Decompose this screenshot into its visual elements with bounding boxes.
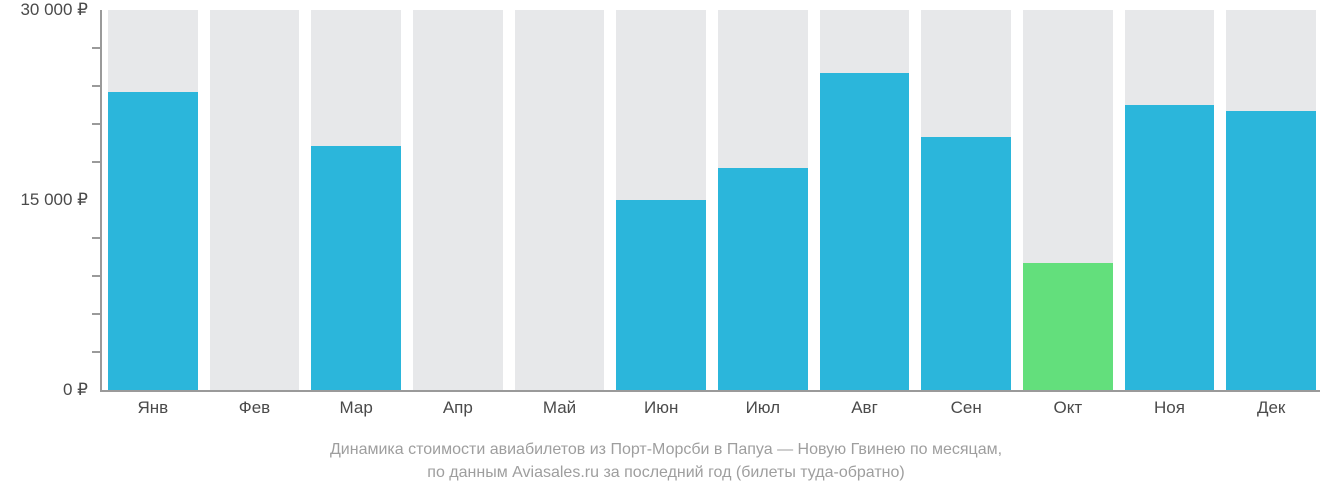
x-axis-label: Окт: [1054, 398, 1083, 418]
y-minor-tick: [92, 85, 100, 87]
x-axis-label: Июн: [644, 398, 678, 418]
x-axis-labels: Янв Фев Мар Апр Май Июн Июл Авг Сен Окт Ноя Дек: [100, 398, 1320, 428]
y-axis-label: 15 000 ₽: [20, 190, 88, 210]
x-axis-label: Мар: [340, 398, 373, 418]
bar-slot: [921, 10, 1011, 390]
bar: [311, 146, 401, 390]
y-minor-tick: [92, 47, 100, 49]
bar-slot: [616, 10, 706, 390]
y-axis-label: 30 000 ₽: [20, 0, 88, 20]
bar: [108, 92, 198, 390]
y-minor-tick: [92, 161, 100, 163]
bar-background: [515, 10, 605, 390]
bar-slot: [820, 10, 910, 390]
x-axis-label: Дек: [1257, 398, 1285, 418]
caption-line-2: по данным Aviasales.ru за последний год …: [427, 464, 904, 481]
bar: [1023, 263, 1113, 390]
bar-slot: [1226, 10, 1316, 390]
y-minor-tick: [92, 123, 100, 125]
x-axis-label: Ноя: [1154, 398, 1185, 418]
x-axis-label: Сен: [951, 398, 982, 418]
x-axis-line: [100, 390, 1320, 392]
bar-slot: [108, 10, 198, 390]
y-axis: 0 ₽15 000 ₽30 000 ₽: [0, 10, 100, 390]
bar-slot: [413, 10, 503, 390]
bar: [820, 73, 910, 390]
plot-area: [100, 10, 1320, 390]
bar: [1226, 111, 1316, 390]
x-axis-label: Янв: [137, 398, 168, 418]
bar-background: [413, 10, 503, 390]
bar-slot: [210, 10, 300, 390]
y-minor-tick: [92, 351, 100, 353]
bar-slot: [515, 10, 605, 390]
y-minor-tick: [92, 313, 100, 315]
y-axis-label: 0 ₽: [63, 380, 88, 400]
bar: [1125, 105, 1215, 390]
bar-slot: [1023, 10, 1113, 390]
bars-container: [100, 10, 1320, 390]
chart-caption: Динамика стоимости авиабилетов из Порт-М…: [0, 438, 1332, 484]
bar: [921, 137, 1011, 390]
x-axis-label: Апр: [443, 398, 473, 418]
x-axis-label: Июл: [746, 398, 781, 418]
bar-slot: [311, 10, 401, 390]
x-axis-label: Фев: [239, 398, 270, 418]
price-chart: 0 ₽15 000 ₽30 000 ₽ ЯнвФевМарАпрМайИюнИю…: [0, 0, 1332, 502]
bar-slot: [718, 10, 808, 390]
bar: [616, 200, 706, 390]
x-axis-label: Авг: [851, 398, 878, 418]
bar-slot: [1125, 10, 1215, 390]
bar-background: [210, 10, 300, 390]
caption-line-1: Динамика стоимости авиабилетов из Порт-М…: [330, 441, 1002, 458]
bar: [718, 168, 808, 390]
y-minor-tick: [92, 275, 100, 277]
x-axis-label: Май: [543, 398, 576, 418]
y-minor-tick: [92, 237, 100, 239]
